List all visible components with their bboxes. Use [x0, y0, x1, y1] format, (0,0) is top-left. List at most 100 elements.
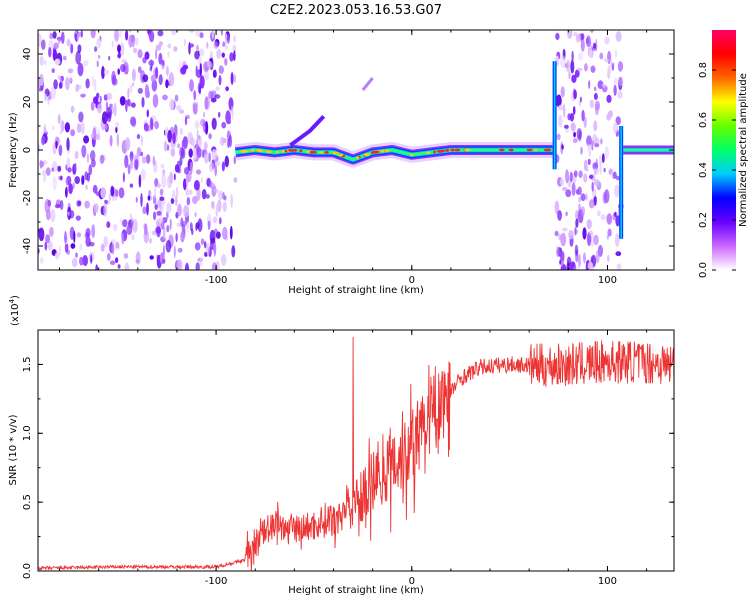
noise-speck: [146, 202, 149, 216]
noise-speck: [222, 138, 227, 144]
noise-speck: [199, 63, 202, 76]
noise-speck: [61, 31, 65, 44]
noise-speck: [194, 212, 197, 218]
noise-speck: [141, 97, 145, 108]
noise-speck: [618, 76, 624, 87]
trace-hotspot: [380, 149, 385, 153]
noise-speck: [81, 145, 87, 158]
noise-speck: [70, 105, 75, 113]
noise-speck: [177, 203, 182, 217]
noise-speck: [90, 133, 94, 139]
noise-speck: [178, 109, 185, 114]
noise-speck: [203, 150, 209, 164]
noise-speck: [578, 170, 583, 179]
noise-speck: [80, 93, 86, 98]
noise-speck: [188, 148, 193, 158]
noise-speck: [43, 170, 47, 183]
noise-speck: [182, 136, 188, 149]
trace-hotspot: [508, 148, 514, 152]
noise-speck: [559, 55, 566, 68]
noise-speck: [53, 79, 58, 90]
noise-speck: [199, 32, 204, 39]
colorbar-tick-label: 0.0: [698, 262, 709, 278]
noise-speck: [47, 240, 53, 251]
noise-speck: [169, 98, 175, 111]
noise-speck: [127, 101, 132, 107]
noise-speck: [562, 186, 568, 192]
noise-speck: [130, 155, 134, 170]
noise-speck: [555, 94, 562, 108]
noise-speck: [67, 68, 74, 74]
noise-speck: [145, 154, 151, 164]
noise-speck: [41, 39, 46, 50]
noise-speck: [573, 131, 576, 138]
noise-speck: [154, 121, 160, 130]
noise-speck: [83, 59, 89, 67]
noise-speck: [214, 164, 217, 177]
colorbar: 0.0 0.2 0.4 0.6 0.8 Normalized spectral ampl…: [698, 30, 749, 278]
noise-speck: [616, 263, 622, 270]
noise-speck: [212, 182, 215, 188]
bot-ytick-label: 1.5: [22, 356, 33, 372]
noise-speck: [593, 234, 599, 246]
noise-speck: [140, 169, 146, 181]
noise-speck: [106, 252, 111, 261]
noise-speck: [215, 86, 220, 91]
noise-speck: [76, 123, 82, 133]
noise-speck: [590, 30, 594, 33]
noise-speck: [80, 30, 83, 38]
noise-speck: [43, 127, 47, 133]
noise-speck: [179, 127, 183, 136]
snr-series-line: [38, 336, 674, 571]
noise-speck: [184, 167, 189, 175]
noise-speck: [572, 106, 576, 115]
trace-hotspot: [363, 153, 370, 157]
noise-speck: [196, 44, 199, 52]
trace-hotspot: [410, 153, 414, 157]
colorbar-tick-label: 0.8: [698, 62, 709, 78]
noise-speck: [214, 94, 221, 99]
noise-speck: [160, 164, 165, 169]
bot-xtick-label: 0: [409, 576, 415, 587]
noise-speck: [615, 49, 617, 58]
noise-speck: [603, 189, 610, 204]
noise-speck: [44, 60, 47, 66]
noise-speck: [216, 48, 222, 59]
noise-speck: [158, 74, 163, 86]
noise-speck: [559, 259, 562, 265]
noise-speck: [212, 69, 217, 79]
noise-speck: [576, 128, 582, 140]
noise-speck: [574, 69, 580, 78]
noise-speck: [612, 171, 617, 179]
noise-speck: [222, 201, 227, 212]
noise-speck: [183, 38, 186, 47]
noise-speck: [209, 180, 213, 189]
trace-arm: [289, 115, 326, 147]
noise-speck: [567, 30, 573, 39]
noise-speck: [565, 211, 568, 217]
trace-hotspot: [319, 151, 324, 154]
noise-speck: [606, 94, 612, 103]
noise-speck: [153, 186, 157, 200]
noise-speck: [67, 167, 72, 173]
noise-speck: [203, 141, 208, 150]
noise-speck: [149, 255, 154, 260]
noise-speck: [136, 134, 141, 140]
spectrogram-frame: [37, 29, 675, 271]
noise-speck: [593, 42, 597, 49]
noise-speck: [144, 123, 149, 132]
noise-speck: [131, 68, 136, 82]
noise-speck: [95, 264, 99, 270]
noise-speck: [555, 33, 560, 40]
noise-speck: [138, 174, 142, 188]
noise-speck: [196, 221, 200, 230]
noise-speck: [588, 80, 591, 89]
noise-speck: [573, 170, 578, 178]
noise-speck: [115, 189, 119, 198]
noise-speck: [78, 111, 84, 123]
noise-speck: [190, 137, 195, 147]
noise-speck: [159, 196, 165, 201]
noise-speck: [172, 189, 175, 200]
noise-speck: [50, 86, 57, 100]
noise-speck: [233, 35, 236, 43]
